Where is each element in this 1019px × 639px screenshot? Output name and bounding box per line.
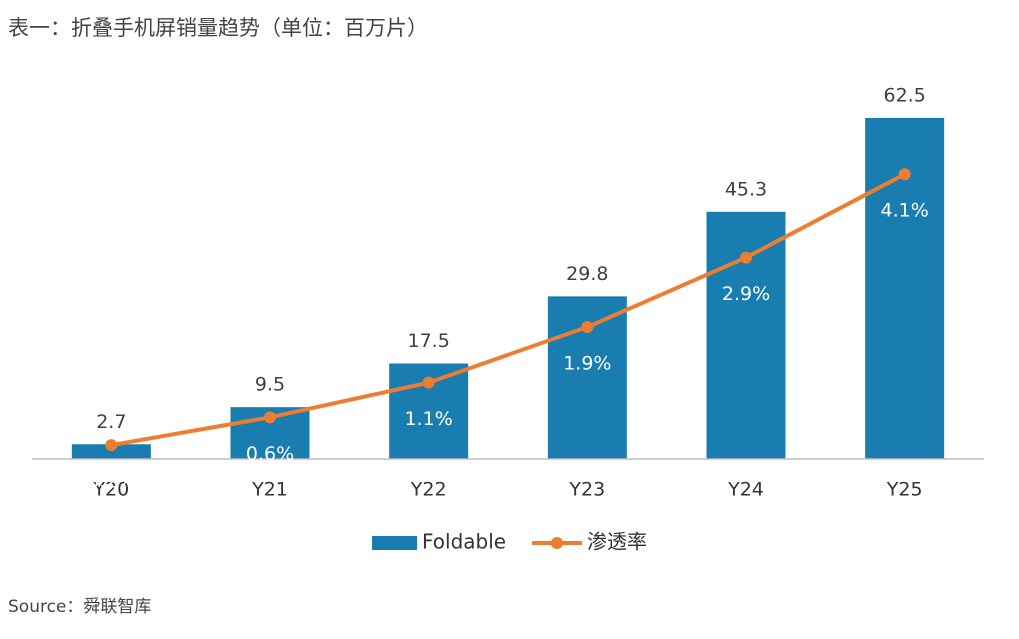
bar-value-label: 29.8 xyxy=(566,263,608,285)
line-point xyxy=(422,376,435,389)
x-tick-label: Y20 xyxy=(92,479,129,501)
line-value-label: 0.2% xyxy=(87,471,135,493)
bar-value-label: 62.5 xyxy=(884,84,926,106)
x-tick-label: Y24 xyxy=(727,479,764,501)
line-value-label: 1.1% xyxy=(405,408,453,430)
bar-value-label: 17.5 xyxy=(408,330,450,352)
source: Source：舜联智库 xyxy=(8,597,151,617)
line-value-label: 0.6% xyxy=(246,443,294,465)
legend-label: 渗透率 xyxy=(587,530,647,554)
line-value-label: 1.9% xyxy=(563,353,611,375)
line-point xyxy=(581,321,594,334)
bar xyxy=(71,444,151,459)
x-tick-label: Y25 xyxy=(886,479,923,501)
x-tick-label: Y23 xyxy=(568,479,605,501)
line xyxy=(110,172,906,448)
legend-label: Foldable xyxy=(422,530,506,554)
line-value-label: 4.1% xyxy=(881,200,929,222)
chart-title: 表一：折叠手机屏销量趋势（单位：百万片） xyxy=(8,16,428,40)
line-point xyxy=(264,411,276,424)
line-value-label: 2.9% xyxy=(722,283,770,305)
line-point xyxy=(740,251,752,264)
line-point xyxy=(898,168,911,181)
legend-swatch-dot xyxy=(551,537,563,549)
line-point xyxy=(105,439,118,452)
bar xyxy=(547,296,627,459)
bar-value-label: 2.7 xyxy=(96,411,126,433)
x-tick-label: Y22 xyxy=(410,479,447,501)
bar-value-label: 45.3 xyxy=(725,178,767,200)
legend-swatch xyxy=(372,536,417,550)
x-tick-label: Y21 xyxy=(251,479,288,501)
bar-value-label: 9.5 xyxy=(255,374,285,396)
bar xyxy=(706,211,786,459)
